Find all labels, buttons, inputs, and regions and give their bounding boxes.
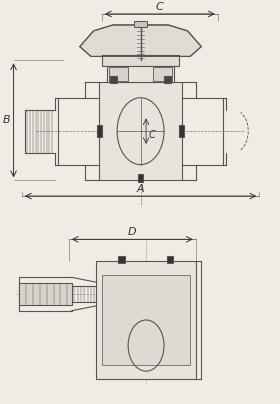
Text: B: B <box>3 116 11 125</box>
Bar <box>96 261 196 379</box>
Text: C: C <box>156 2 164 12</box>
Bar <box>110 76 117 83</box>
Bar <box>19 283 71 305</box>
Bar <box>134 21 148 27</box>
Bar <box>102 55 179 66</box>
Bar <box>167 256 173 263</box>
Bar <box>179 125 184 137</box>
Polygon shape <box>80 25 201 57</box>
Bar <box>109 67 128 81</box>
Text: D: D <box>128 227 137 238</box>
Bar <box>99 82 182 180</box>
Bar <box>97 125 102 137</box>
Bar <box>118 256 125 263</box>
Bar <box>108 66 174 82</box>
Bar <box>138 175 143 182</box>
Text: A: A <box>137 184 144 194</box>
Bar <box>153 67 172 81</box>
Bar <box>102 275 190 365</box>
Bar <box>164 76 171 83</box>
Text: C: C <box>148 130 155 140</box>
